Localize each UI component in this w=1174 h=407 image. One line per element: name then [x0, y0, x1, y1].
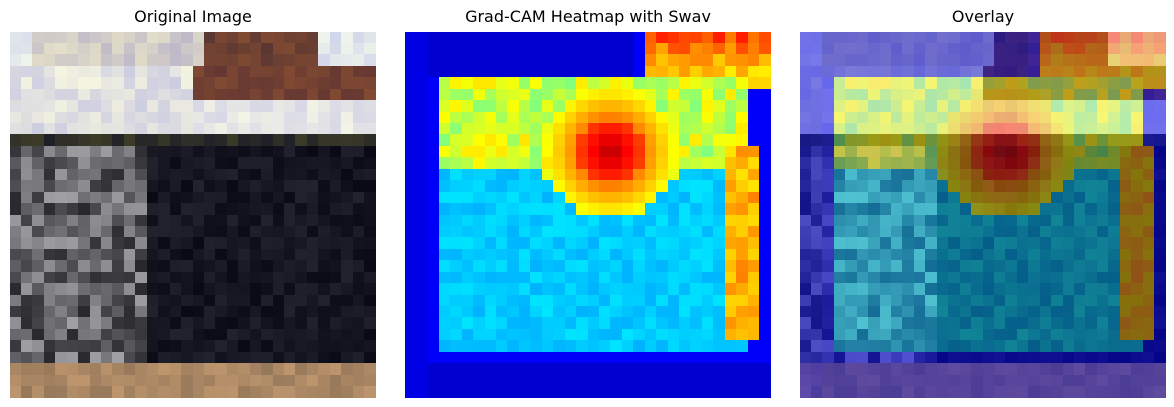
original-image [10, 32, 376, 398]
gradcam-heatmap-image [405, 32, 771, 398]
overlay-image [800, 32, 1166, 398]
original-image-title: Original Image [134, 7, 252, 26]
heatmap-panel: Grad-CAM Heatmap with Swav [405, 0, 771, 407]
overlay-panel: Overlay [800, 0, 1166, 407]
original-image-panel: Original Image [10, 0, 376, 407]
heatmap-title: Grad-CAM Heatmap with Swav [465, 7, 711, 26]
overlay-title: Overlay [951, 7, 1015, 26]
